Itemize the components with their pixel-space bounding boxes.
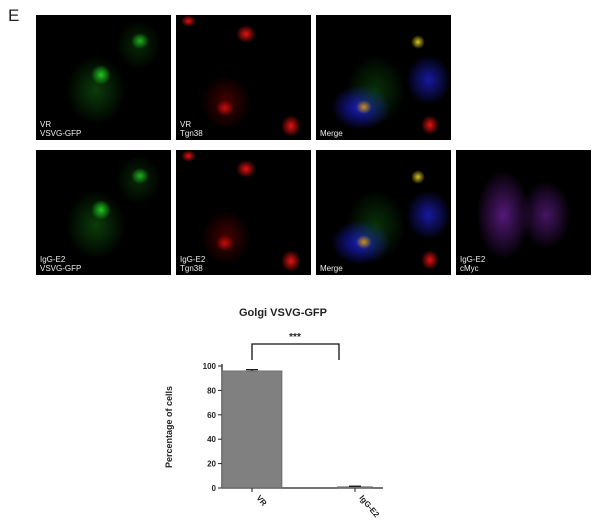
panel-caption: VR VSVG-GFP xyxy=(40,120,81,138)
caption-line: VSVG-GFP xyxy=(40,264,82,273)
cell-signal xyxy=(356,100,372,114)
cell-signal xyxy=(281,115,301,137)
chart-title: Golgi VSVG-GFP xyxy=(239,307,327,319)
panel-caption: Merge xyxy=(320,264,343,273)
micrograph-red: VR Tgn38 xyxy=(176,15,311,140)
significance-label: *** xyxy=(289,332,301,343)
y-tick-label: 80 xyxy=(207,386,216,395)
cell-signal xyxy=(346,190,406,260)
caption-line: Tgn38 xyxy=(180,129,203,138)
micrograph-green: IgG-E2 VSVG-GFP xyxy=(36,150,171,275)
caption-line: VR xyxy=(180,120,192,129)
cell-signal xyxy=(181,15,196,27)
y-tick-label: 40 xyxy=(207,435,216,444)
significance-bracket xyxy=(251,343,340,360)
caption-line: Tgn38 xyxy=(180,264,203,273)
caption-line: cMyc xyxy=(460,264,479,273)
caption-line: Merge xyxy=(320,129,343,138)
cell-signal xyxy=(66,55,126,125)
cell-signal xyxy=(421,250,439,270)
cell-signal xyxy=(411,170,425,184)
cell-signal xyxy=(421,115,439,135)
y-tick-label: 60 xyxy=(207,411,216,420)
caption-line: IgG-E2 xyxy=(180,255,206,264)
cell-signal xyxy=(411,35,425,49)
cell-signal xyxy=(66,190,126,260)
y-tick-label: 0 xyxy=(212,484,217,493)
x-tick-label: IgG-E2 xyxy=(357,494,381,520)
cell-signal xyxy=(406,190,451,240)
panel-caption: VR Tgn38 xyxy=(180,120,203,138)
caption-line: Merge xyxy=(320,264,343,273)
panel-caption: IgG-E2 VSVG-GFP xyxy=(40,255,81,273)
panel-caption: Merge xyxy=(320,129,343,138)
micrograph-green: VR VSVG-GFP xyxy=(36,15,171,140)
caption-line: IgG-E2 xyxy=(460,255,486,264)
x-tick-label: VR xyxy=(254,494,268,508)
cell-signal xyxy=(356,235,372,249)
cell-signal xyxy=(236,160,256,178)
cell-signal xyxy=(346,55,406,125)
cell-signal xyxy=(201,210,251,265)
micrograph-red: IgG-E2 Tgn38 xyxy=(176,150,311,275)
micrograph-purple: IgG-E2 cMyc xyxy=(456,150,591,275)
y-tick-label: 20 xyxy=(207,460,216,469)
caption-line: VSVG-GFP xyxy=(40,129,82,138)
cell-signal xyxy=(131,168,149,184)
panel-letter: E xyxy=(8,6,20,25)
cell-signal xyxy=(201,75,251,130)
caption-line: IgG-E2 xyxy=(40,255,66,264)
cell-signal xyxy=(406,55,451,105)
cell-signal xyxy=(131,33,149,49)
bar-IgG-E2 xyxy=(337,486,373,489)
panel-caption: IgG-E2 cMyc xyxy=(460,255,485,273)
y-axis-label: Percentage of cells xyxy=(164,386,174,468)
micrograph-merge: Merge xyxy=(316,150,451,275)
cell-signal xyxy=(116,155,161,205)
bar-VR xyxy=(221,370,283,489)
y-tick-label: 100 xyxy=(203,362,217,371)
caption-line: VR xyxy=(40,120,52,129)
cell-signal xyxy=(521,180,571,250)
cell-signal xyxy=(236,25,256,43)
cell-signal xyxy=(116,20,161,70)
micrograph-merge: Merge xyxy=(316,15,451,140)
panel-caption: IgG-E2 Tgn38 xyxy=(180,255,205,273)
cell-signal xyxy=(181,150,196,162)
cell-signal xyxy=(281,250,301,272)
